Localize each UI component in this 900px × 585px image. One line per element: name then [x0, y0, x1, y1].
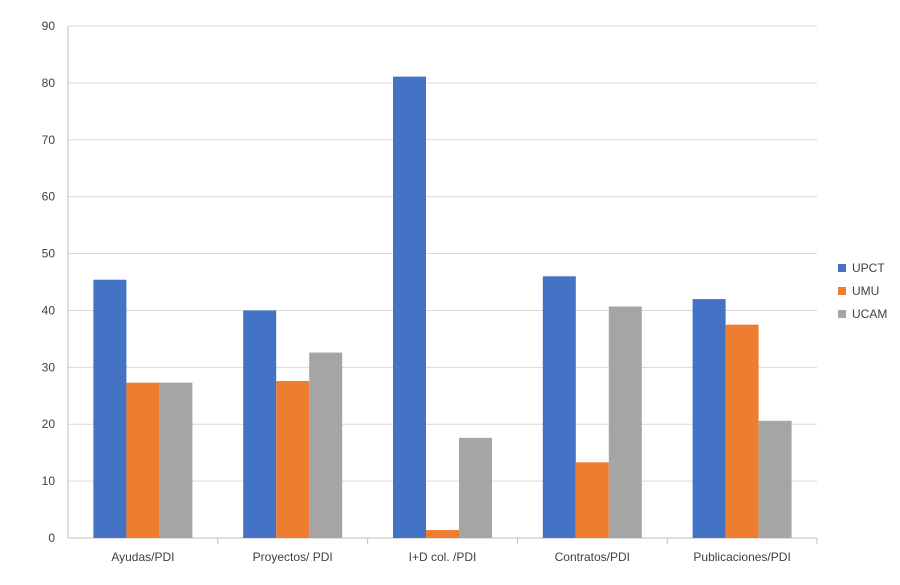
x-tick-label: Contratos/PDI	[555, 550, 630, 564]
y-tick-label: 60	[42, 190, 56, 204]
y-tick-label: 50	[42, 247, 56, 261]
bar-umu-0	[126, 382, 160, 538]
y-tick-label: 40	[42, 303, 56, 317]
legend-label-ucam: UCAM	[852, 307, 887, 321]
y-tick-label: 20	[42, 417, 56, 431]
legend-swatch-upct	[838, 264, 846, 272]
bar-umu-3	[575, 462, 609, 538]
y-tick-label: 10	[42, 474, 56, 488]
legend-label-umu: UMU	[852, 284, 879, 298]
x-axis-ticks: Ayudas/PDI Proyectos/ PDI I+D col. /PDI Con…	[111, 550, 790, 564]
legend: UPCT UMU UCAM	[838, 261, 887, 321]
bars	[93, 76, 792, 539]
bar-ucam-3	[608, 306, 642, 538]
x-tick-label: Publicaciones/PDI	[693, 550, 790, 564]
bar-ucam-0	[159, 382, 193, 538]
bar-umu-2	[426, 530, 459, 538]
bar-umu-4	[725, 324, 759, 538]
legend-label-upct: UPCT	[852, 261, 885, 275]
bar-ucam-2	[459, 437, 492, 538]
bar-upct-0	[93, 279, 127, 538]
legend-swatch-umu	[838, 287, 846, 295]
bar-umu-1	[276, 380, 310, 538]
gridlines	[68, 25, 817, 482]
bar-upct-3	[542, 276, 576, 538]
legend-swatch-ucam	[838, 310, 846, 318]
x-tick-label: Proyectos/ PDI	[253, 550, 333, 564]
bar-ucam-1	[309, 352, 343, 538]
y-tick-label: 90	[42, 19, 56, 33]
y-tick-label: 0	[48, 531, 55, 545]
bar-upct-2	[393, 76, 426, 539]
x-tick-label: I+D col. /PDI	[409, 550, 477, 564]
bar-ucam-4	[758, 420, 792, 538]
bar-upct-4	[692, 299, 726, 538]
y-axis-ticks: 0 10 20 30 40 50 60 70 80 90	[42, 19, 56, 545]
y-tick-label: 70	[42, 133, 56, 147]
y-tick-label: 80	[42, 76, 56, 90]
y-tick-label: 30	[42, 360, 56, 374]
x-tick-label: Ayudas/PDI	[111, 550, 174, 564]
bar-upct-1	[243, 310, 277, 538]
